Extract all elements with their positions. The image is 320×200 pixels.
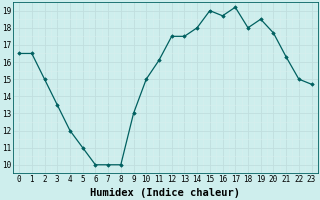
X-axis label: Humidex (Indice chaleur): Humidex (Indice chaleur) [90,188,240,198]
